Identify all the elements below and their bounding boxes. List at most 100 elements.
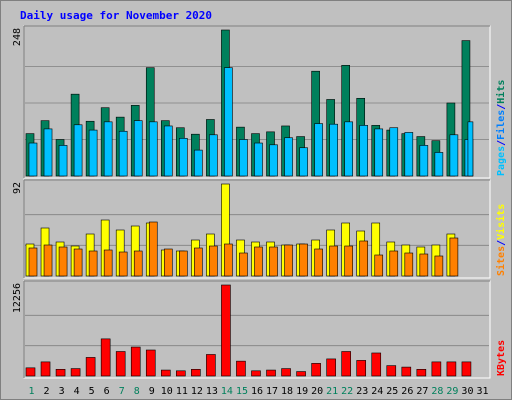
x-tick-label: 29 [446,386,458,397]
bar-sites [374,254,384,277]
bar-kbytes [55,369,66,377]
bar-kbytes [70,368,81,377]
bar-files [224,67,233,177]
bar-files [118,130,128,177]
legend-entry: Pages [496,146,507,176]
x-tick-label: 7 [119,386,125,397]
bar-kbytes [386,365,397,377]
bar-kbytes [326,358,336,377]
bar-kbytes [296,371,306,377]
bar-files [329,123,338,177]
bar-files [58,145,68,177]
legend-entry: / [496,140,507,146]
bar-kbytes [176,370,186,377]
bar-files [73,124,83,177]
bar-sites [28,247,38,277]
bar-files [209,134,218,177]
bar-files [28,142,38,177]
bar-kbytes [371,352,382,377]
bar-kbytes [281,368,291,377]
bar-files [239,139,248,177]
bar-sites [449,237,459,277]
bar-sites [103,249,113,277]
bar-sites [284,244,293,277]
bar-kbytes [221,284,231,377]
bar-files [434,152,444,177]
bar-files [254,142,263,177]
bar-sites [209,245,218,277]
bar-sites [329,245,338,277]
panel-kbytes: 12256 KBytes [12,280,507,379]
x-tick-label: 12 [191,386,203,397]
bar-sites [133,250,143,277]
x-tick-label: 27 [416,386,428,397]
x-tick-label: 28 [431,386,443,397]
bar-sites [88,250,98,277]
bar-kbytes [446,361,457,377]
bar-files [43,128,53,177]
x-tick-label: 11 [176,386,188,397]
legend-entry: KBytes [496,340,507,376]
x-tick-label: 3 [59,386,65,397]
bar-kbytes [191,369,201,377]
bar-kbytes [416,369,427,377]
legend: Sites/Visits [495,204,507,276]
x-tick-label: 18 [281,386,293,397]
bar-kbytes [40,361,51,377]
bar-kbytes [100,338,111,377]
legend-entry: Files [495,110,507,140]
bar-sites [419,253,429,277]
x-tick-label: 4 [74,386,80,397]
bar-files [449,134,459,177]
x-axis-labels: 1 2 3 4 5 6 7 8 9 10 11 12 13 14 15 16 17 18 19 20 21 22 23 24 2… [29,386,489,397]
bar-sites [118,251,128,277]
bar-sites [224,243,233,277]
bar-files [314,123,323,177]
bar-kbytes [431,361,442,377]
bar-sites [389,250,399,277]
chart-panels: 248Pages/Files/Hits92Sites/Visits12256KB… [12,25,507,379]
x-tick-label: 20 [311,386,323,397]
x-tick-label: 13 [206,386,218,397]
x-tick-label: 2 [44,386,50,397]
legend-entry: / [496,104,507,110]
x-tick-label: 24 [371,386,383,397]
x-tick-label: 22 [341,386,353,397]
x-tick-label: 8 [134,386,140,397]
legend-entry: Sites [495,246,507,276]
bar-sites [58,246,68,277]
bar-kbytes [236,360,246,377]
bar-files [88,129,98,177]
bar-files [103,121,113,177]
x-tick-label: 14 [221,386,233,397]
x-tick-label: 6 [104,386,110,397]
bar-files [404,132,414,177]
bar-kbytes [206,354,216,377]
x-tick-label: 9 [149,386,155,397]
bar-sites [148,221,158,277]
bar-kbytes [401,366,412,377]
bar-sites [179,250,188,277]
bar-kbytes [461,361,472,377]
bar-kbytes [160,369,171,377]
x-tick-label: 31 [476,386,488,397]
y-max-label: 248 [12,28,23,46]
bar-kbytes [311,363,321,377]
x-tick-label: 5 [89,386,95,397]
bar-kbytes [85,357,96,377]
bar-files [389,127,399,177]
bar-sites [404,252,414,277]
bar-sites [239,252,248,277]
x-tick-label: 15 [236,386,248,397]
bar-files [269,144,278,177]
bar-sites [194,247,203,277]
bar-kbytes [251,370,261,377]
x-tick-label: 23 [356,386,368,397]
bar-kbytes [266,369,276,377]
bar-files [284,137,293,177]
bar-kbytes [356,360,367,377]
chart-title: Daily usage for November 2020 [20,9,212,22]
x-tick-label: 21 [326,386,338,397]
